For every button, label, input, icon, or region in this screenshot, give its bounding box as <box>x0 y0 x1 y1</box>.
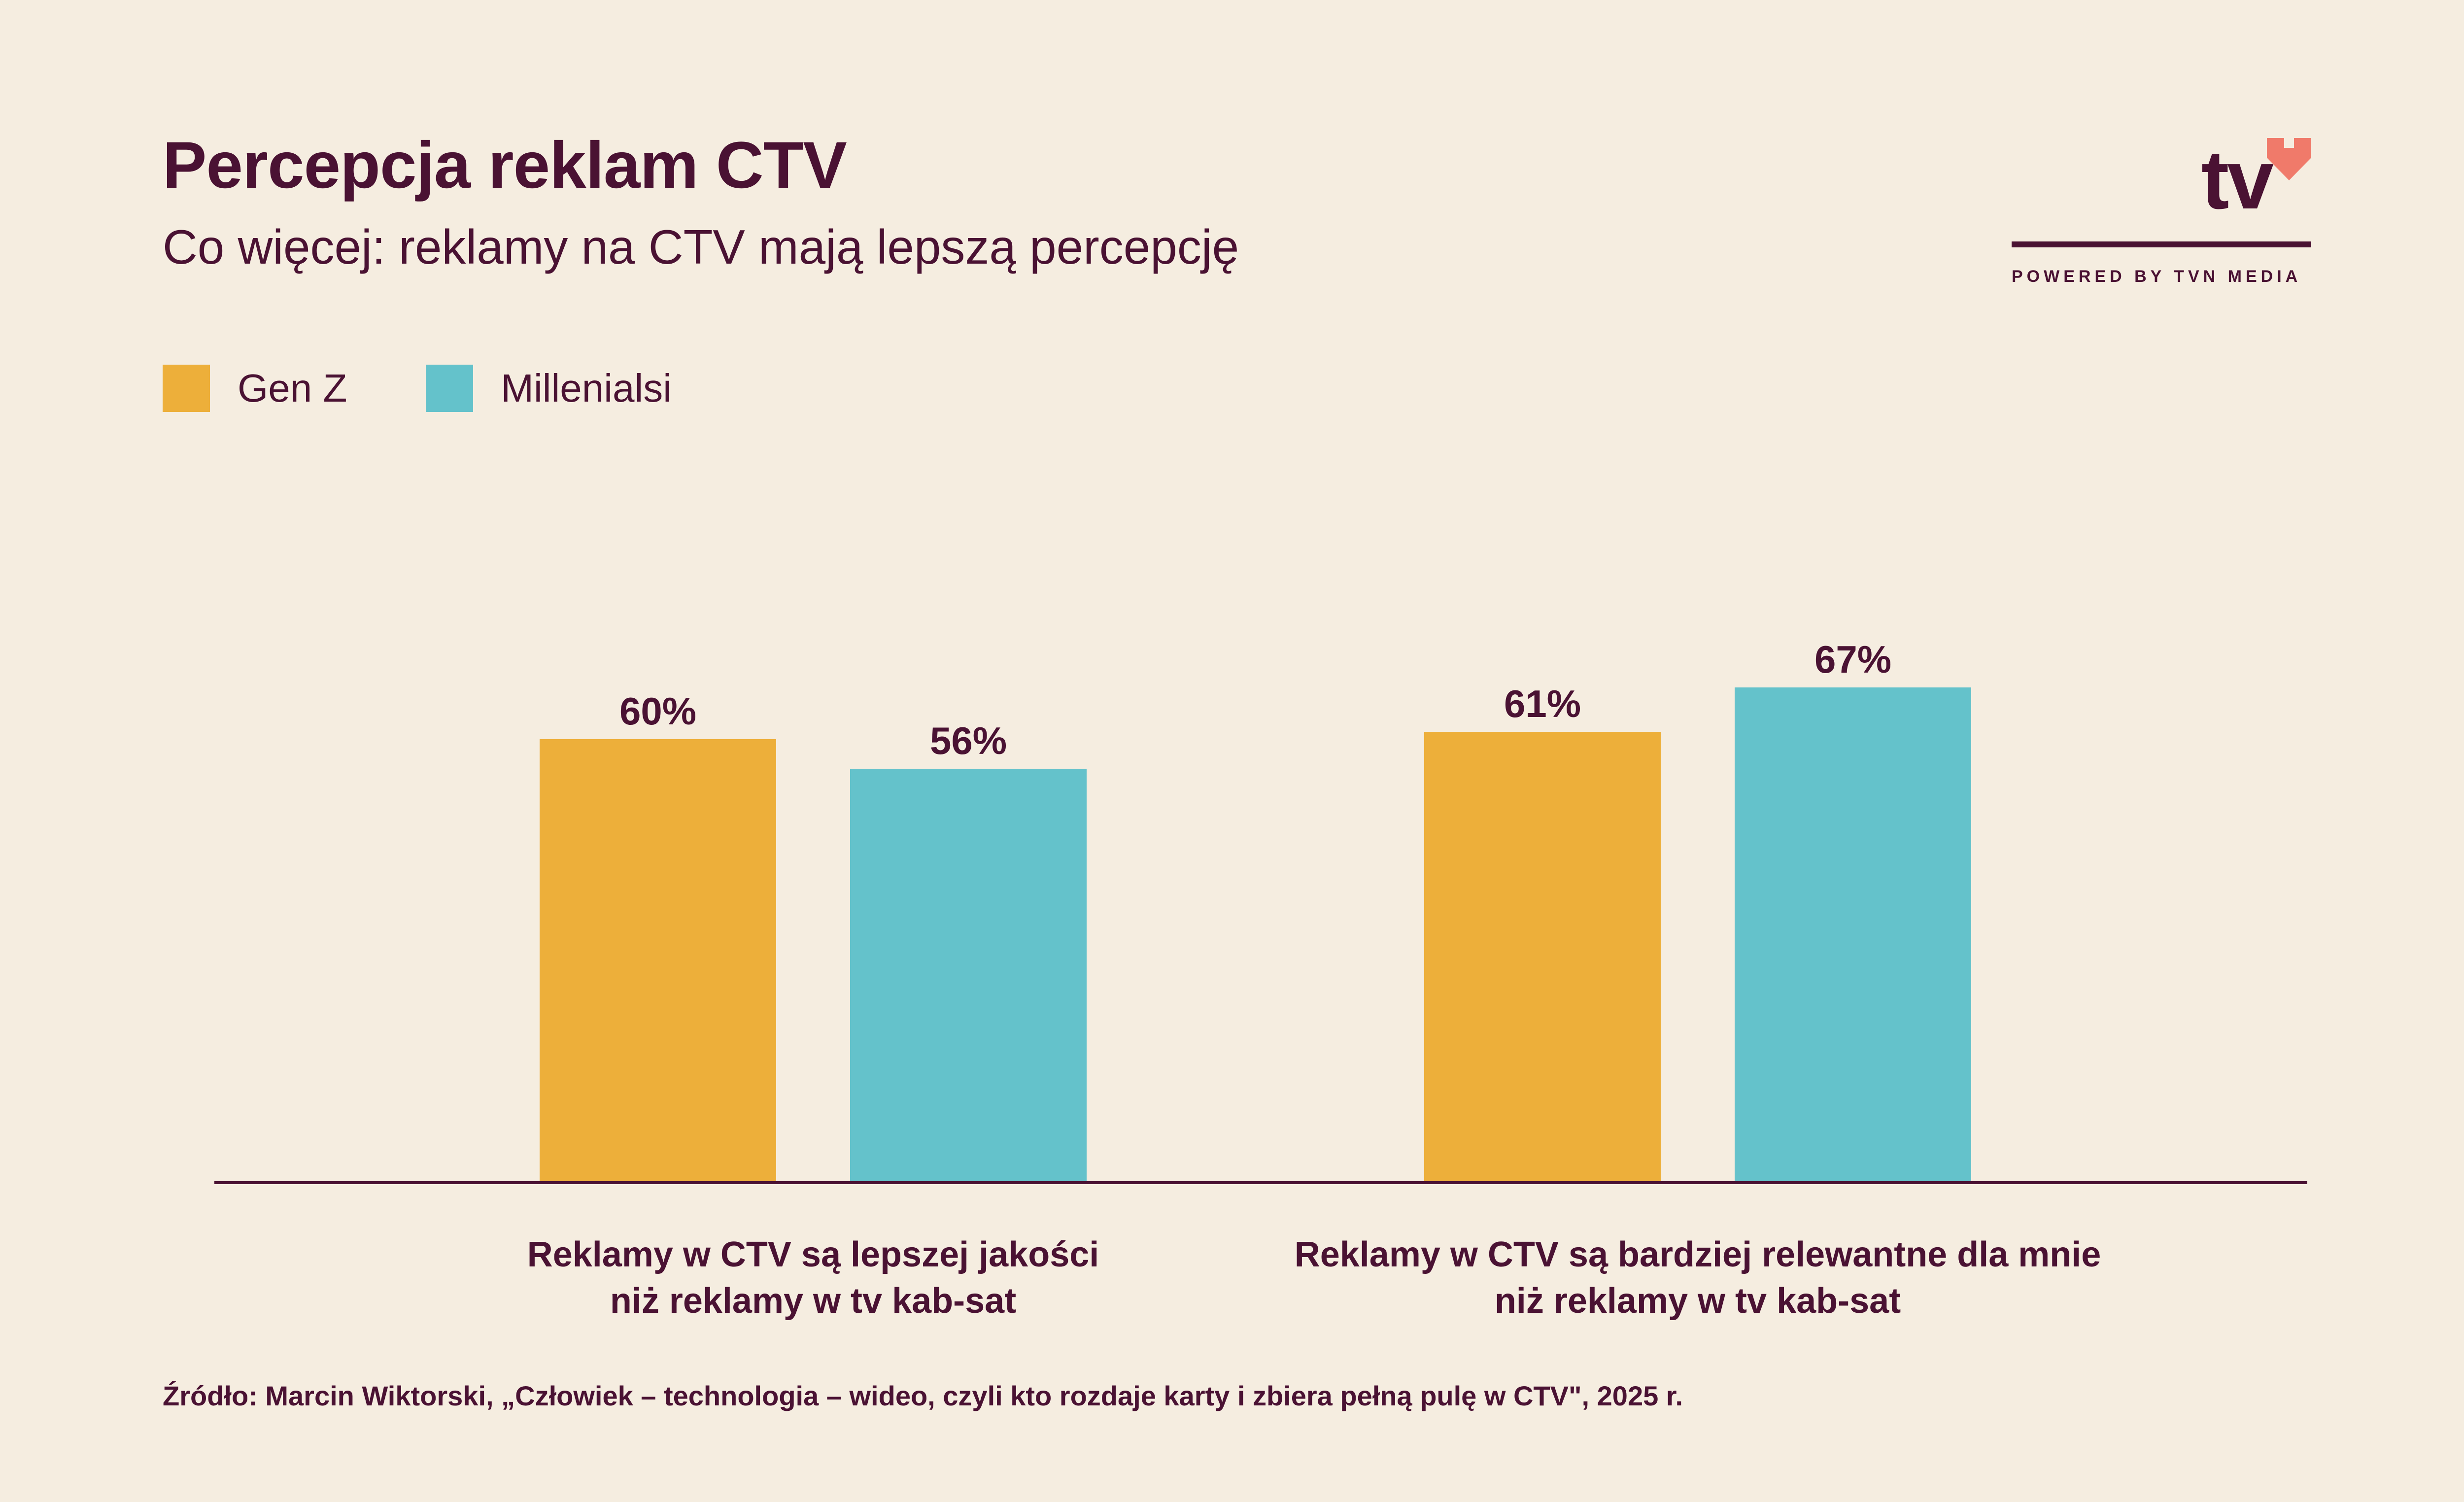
source-note: Źródło: Marcin Wiktorski, „Człowiek – te… <box>163 1380 1683 1411</box>
legend-swatch-millenialsi <box>426 365 474 412</box>
bar-millenialsi-1 <box>1735 687 1971 1183</box>
bar-gen-z-1 <box>1424 732 1661 1183</box>
logo-tagline: POWERED BY TVN MEDIA <box>2012 267 2302 286</box>
data-label-millenialsi-0: 56% <box>930 719 1007 762</box>
legend-label-gen-z: Gen Z <box>238 366 347 410</box>
category-label-0-line-0: Reklamy w CTV są lepszej jakości <box>527 1235 1099 1274</box>
legend-item-millenialsi: Millenialsi <box>426 365 672 412</box>
category-label-1-line-0: Reklamy w CTV są bardziej relewantne dla… <box>1295 1235 2101 1274</box>
heart-icon <box>2267 138 2311 180</box>
category-label-0-line-1: niż reklamy w tv kab-sat <box>610 1281 1016 1321</box>
logo-text: tv <box>2201 133 2274 227</box>
category-label-1-line-1: niż reklamy w tv kab-sat <box>1495 1281 1901 1321</box>
data-label-gen-z-0: 60% <box>619 689 696 733</box>
chart-title: Percepcja reklam CTV <box>163 129 847 202</box>
legend-item-gen-z: Gen Z <box>163 365 347 412</box>
data-label-millenialsi-1: 67% <box>1814 638 1891 681</box>
chart-legend: Gen Z Millenialsi <box>163 365 751 412</box>
chart-subtitle: Co więcej: reklamy na CTV mają lepszą pe… <box>163 220 1239 274</box>
bar-millenialsi-0 <box>850 769 1087 1183</box>
legend-label-millenialsi: Millenialsi <box>501 366 672 410</box>
data-label-gen-z-1: 61% <box>1504 682 1581 725</box>
logo-divider <box>2012 241 2311 247</box>
legend-swatch-gen-z <box>163 365 210 412</box>
tvn-logo: tv POWERED BY TVN MEDIA <box>2006 138 2311 296</box>
bar-gen-z-0 <box>540 739 776 1183</box>
